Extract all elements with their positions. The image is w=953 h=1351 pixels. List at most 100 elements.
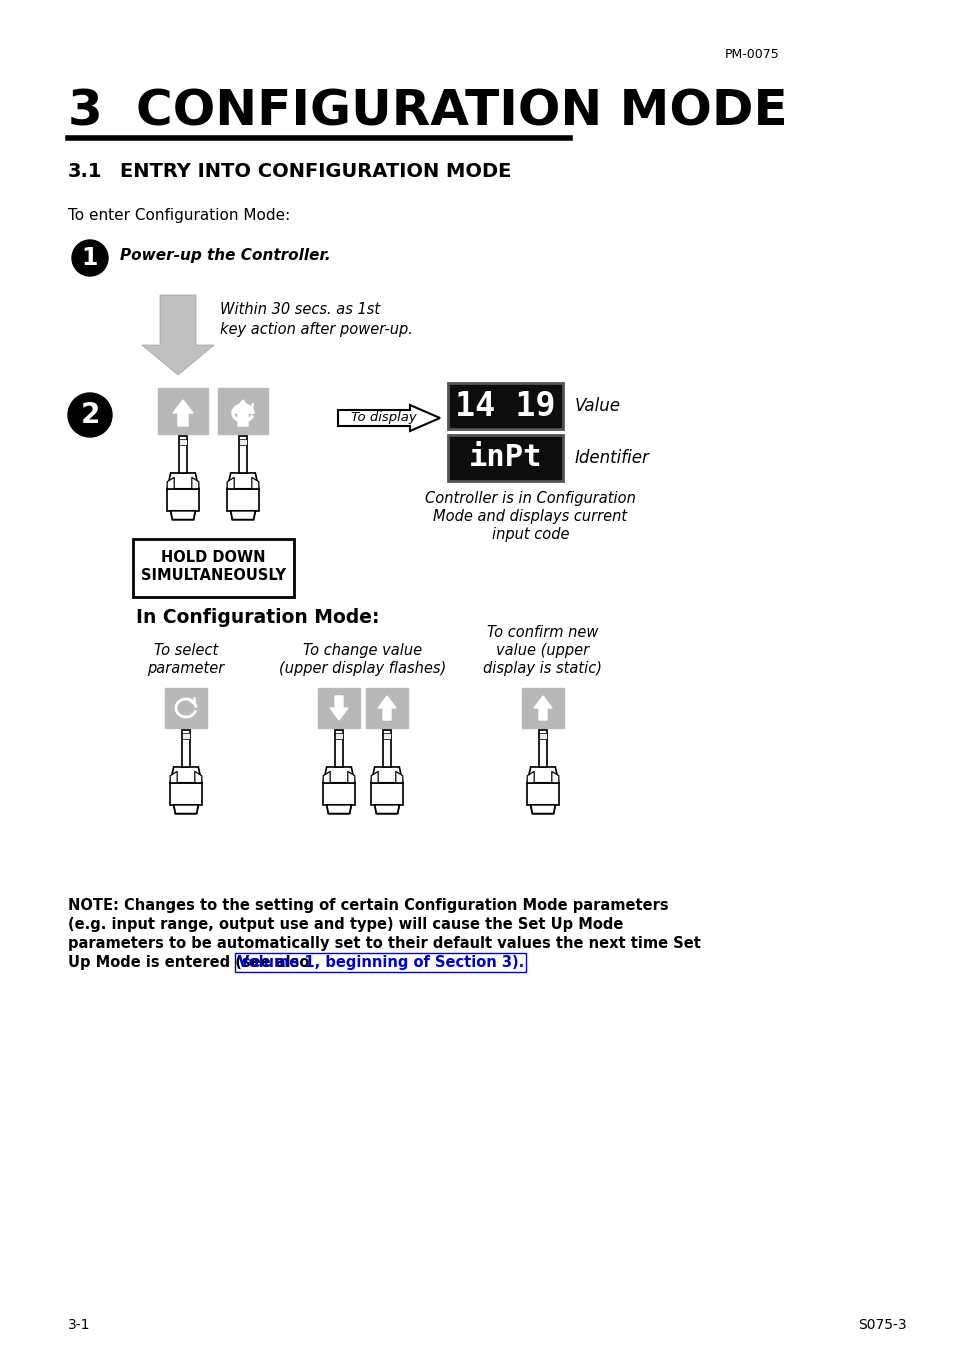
Text: parameters to be automatically set to their default values the next time Set: parameters to be automatically set to th…	[68, 936, 700, 951]
Text: HOLD DOWN: HOLD DOWN	[161, 550, 266, 566]
FancyBboxPatch shape	[521, 688, 563, 728]
Text: Volume 1, beginning of Section 3).: Volume 1, beginning of Section 3).	[237, 955, 523, 970]
Polygon shape	[371, 782, 402, 805]
Polygon shape	[326, 805, 351, 813]
Polygon shape	[170, 782, 202, 805]
Polygon shape	[383, 732, 390, 739]
Text: input code: input code	[491, 527, 569, 542]
FancyBboxPatch shape	[218, 388, 268, 434]
Text: Up Mode is entered (see also: Up Mode is entered (see also	[68, 955, 314, 970]
Polygon shape	[527, 771, 534, 782]
Text: To change value: To change value	[303, 643, 422, 658]
Polygon shape	[395, 771, 402, 782]
FancyBboxPatch shape	[158, 388, 208, 434]
Circle shape	[68, 393, 112, 436]
Polygon shape	[179, 439, 187, 444]
Polygon shape	[530, 805, 555, 813]
Polygon shape	[239, 439, 246, 444]
Text: Controller is in Configuration: Controller is in Configuration	[425, 490, 636, 507]
Polygon shape	[182, 732, 190, 739]
Text: CONFIGURATION MODE: CONFIGURATION MODE	[136, 88, 787, 136]
Text: 3.1: 3.1	[68, 162, 102, 181]
Polygon shape	[167, 489, 198, 511]
Text: To confirm new: To confirm new	[487, 626, 598, 640]
Text: Within 30 secs. as 1st: Within 30 secs. as 1st	[220, 303, 379, 317]
Polygon shape	[231, 511, 255, 520]
Polygon shape	[323, 767, 355, 782]
Polygon shape	[375, 805, 399, 813]
Text: Identifier: Identifier	[575, 449, 649, 467]
FancyBboxPatch shape	[165, 688, 207, 728]
Polygon shape	[335, 732, 342, 739]
Polygon shape	[167, 473, 198, 489]
Text: inPt: inPt	[468, 443, 541, 473]
Text: (upper display flashes): (upper display flashes)	[279, 661, 446, 676]
Polygon shape	[192, 477, 198, 489]
Polygon shape	[238, 436, 247, 473]
Text: To display: To display	[351, 412, 416, 424]
Polygon shape	[227, 489, 258, 511]
Polygon shape	[170, 767, 202, 782]
Polygon shape	[231, 511, 255, 520]
Polygon shape	[252, 477, 258, 489]
FancyBboxPatch shape	[366, 688, 408, 728]
Polygon shape	[194, 771, 202, 782]
Polygon shape	[142, 295, 213, 376]
Polygon shape	[326, 805, 351, 813]
Polygon shape	[227, 477, 233, 489]
Polygon shape	[348, 771, 355, 782]
Text: Mode and displays current: Mode and displays current	[433, 509, 627, 524]
Polygon shape	[371, 767, 402, 782]
Polygon shape	[534, 696, 552, 720]
Text: Value: Value	[575, 397, 620, 415]
Polygon shape	[382, 730, 391, 767]
Polygon shape	[181, 730, 191, 767]
Polygon shape	[323, 771, 330, 782]
Text: display is static): display is static)	[483, 661, 602, 676]
Polygon shape	[371, 771, 377, 782]
Text: 14 19: 14 19	[455, 389, 556, 423]
Polygon shape	[375, 805, 399, 813]
Polygon shape	[551, 771, 558, 782]
FancyBboxPatch shape	[448, 435, 562, 481]
Text: 2: 2	[80, 401, 99, 430]
Text: S075-3: S075-3	[857, 1319, 905, 1332]
Text: SIMULTANEOUSLY: SIMULTANEOUSLY	[141, 569, 286, 584]
Polygon shape	[323, 782, 355, 805]
Polygon shape	[227, 473, 258, 489]
Polygon shape	[335, 730, 343, 767]
Polygon shape	[330, 696, 348, 720]
FancyBboxPatch shape	[132, 539, 294, 597]
Text: value (upper: value (upper	[496, 643, 589, 658]
Polygon shape	[538, 732, 546, 739]
Polygon shape	[173, 805, 198, 813]
Polygon shape	[171, 511, 195, 520]
Polygon shape	[538, 730, 547, 767]
FancyBboxPatch shape	[317, 688, 359, 728]
Polygon shape	[530, 805, 555, 813]
Text: 3: 3	[68, 88, 103, 136]
Text: To select: To select	[153, 643, 218, 658]
Text: PM-0075: PM-0075	[724, 49, 779, 61]
Polygon shape	[337, 405, 439, 431]
Polygon shape	[170, 771, 177, 782]
Text: 1: 1	[82, 246, 98, 270]
Polygon shape	[173, 805, 198, 813]
Text: NOTE: Changes to the setting of certain Configuration Mode parameters: NOTE: Changes to the setting of certain …	[68, 898, 668, 913]
Text: Power-up the Controller.: Power-up the Controller.	[120, 249, 331, 263]
Text: ENTRY INTO CONFIGURATION MODE: ENTRY INTO CONFIGURATION MODE	[120, 162, 511, 181]
Polygon shape	[527, 782, 558, 805]
Polygon shape	[233, 400, 253, 426]
Polygon shape	[167, 477, 174, 489]
Circle shape	[71, 240, 108, 276]
Text: key action after power-up.: key action after power-up.	[220, 322, 413, 336]
Text: To enter Configuration Mode:: To enter Configuration Mode:	[68, 208, 290, 223]
Polygon shape	[377, 696, 395, 720]
FancyBboxPatch shape	[448, 382, 562, 430]
Polygon shape	[171, 511, 195, 520]
Polygon shape	[172, 400, 193, 426]
Text: In Configuration Mode:: In Configuration Mode:	[136, 608, 379, 627]
Text: 3-1: 3-1	[68, 1319, 91, 1332]
Polygon shape	[178, 436, 187, 473]
Text: (e.g. input range, output use and type) will cause the Set Up Mode: (e.g. input range, output use and type) …	[68, 917, 622, 932]
